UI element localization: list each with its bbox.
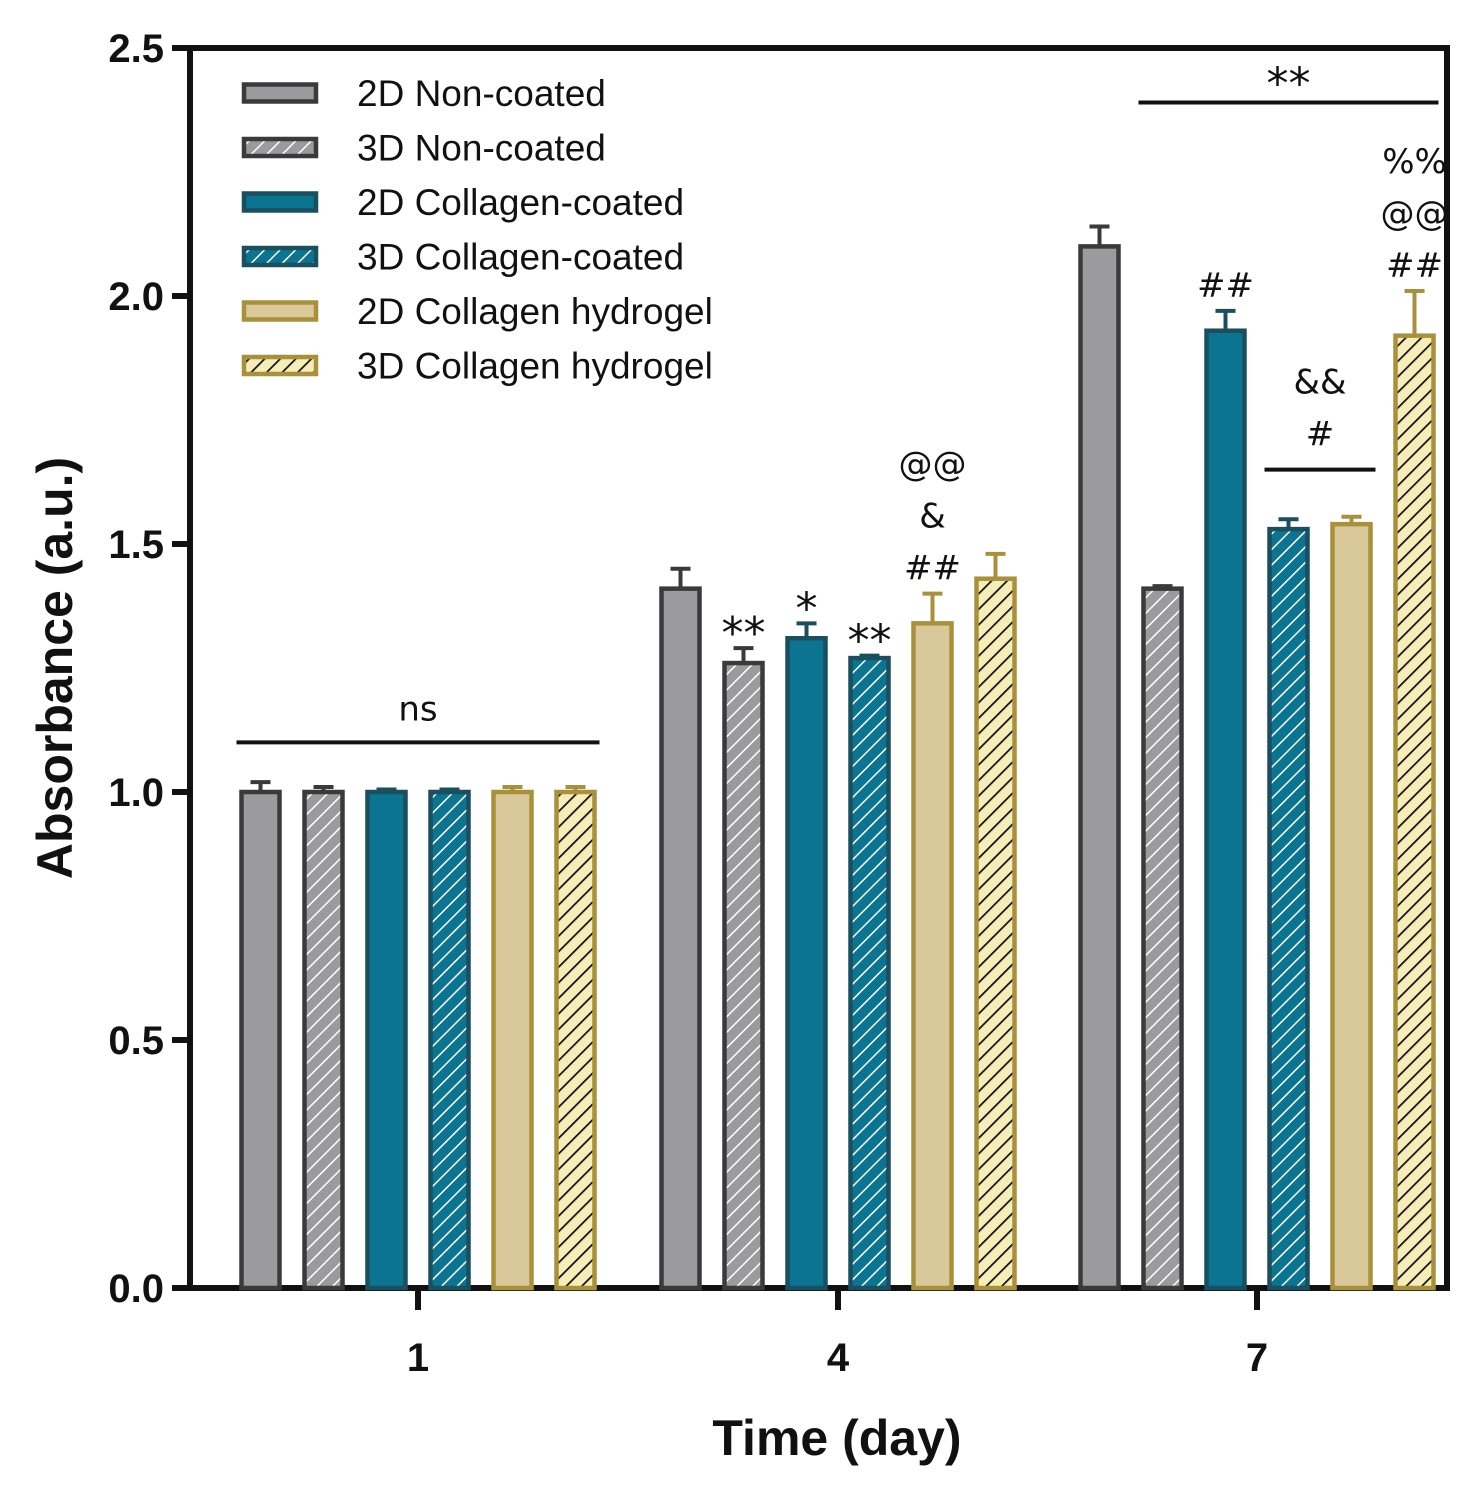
legend-label: 3D Collagen hydrogel <box>357 346 713 387</box>
bracket-label-line: && <box>1293 363 1346 403</box>
legend-swatch-outline <box>241 300 319 322</box>
legend-swatch-hatch <box>244 357 316 374</box>
legend-label: 2D Collagen hydrogel <box>357 291 713 332</box>
legend-swatch-outline <box>241 191 319 213</box>
legend-swatch-hatch <box>244 139 316 156</box>
bar-hatch <box>556 792 595 1288</box>
legend-swatch <box>244 193 316 211</box>
bracket-label-line: # <box>1306 415 1335 455</box>
bracket-label: && # <box>1293 363 1346 455</box>
bracket-label: ** <box>1267 59 1311 110</box>
bracket-label-line: ns <box>398 689 437 729</box>
y-tick-label: 2.5 <box>108 27 164 71</box>
significance-mark: @@ <box>1381 194 1449 234</box>
legend-swatch-outline <box>241 82 319 104</box>
bar-hatch <box>430 792 469 1288</box>
annotations: ** ***@@&####%%@@##ns**&& # <box>236 59 1449 745</box>
x-axis-label: Time (day) <box>712 1410 961 1466</box>
y-tick-label: 1.5 <box>108 523 164 567</box>
bars <box>239 224 1436 1291</box>
legend: 2D Non-coated 3D Non-coated 2D Collagen-co… <box>241 73 713 387</box>
bar <box>367 792 406 1288</box>
bracket-label: ns <box>398 689 437 729</box>
x-tick-label: 1 <box>407 1336 429 1380</box>
legend-label: 2D Collagen-coated <box>357 182 684 223</box>
legend-swatch-outline <box>241 136 319 159</box>
bar-hatch <box>1269 529 1308 1288</box>
legend-swatch-outline <box>241 354 319 377</box>
bar-hatch <box>724 663 763 1288</box>
legend-label: 2D Non-coated <box>357 73 606 114</box>
bar <box>913 623 952 1288</box>
significance-mark: ## <box>1386 246 1443 286</box>
bar <box>787 638 826 1288</box>
legend-swatch-outline <box>241 245 319 268</box>
bracket-label-line: ** <box>1267 59 1311 110</box>
legend-swatch <box>244 84 316 102</box>
significance-mark: ## <box>904 549 961 589</box>
bar <box>1332 524 1371 1288</box>
significance-mark: * <box>796 583 818 634</box>
significance-mark: @@ <box>899 445 967 485</box>
y-tick-label: 2.0 <box>108 275 164 319</box>
bar <box>661 588 700 1288</box>
bar-hatch <box>1143 588 1182 1288</box>
y-tick-label: 0.5 <box>108 1019 164 1063</box>
significance-mark: & <box>919 497 946 537</box>
y-tick-label: 0.0 <box>108 1267 164 1311</box>
legend-swatch-hatch <box>244 248 316 265</box>
bar <box>493 792 532 1288</box>
bar-hatch <box>976 578 1015 1288</box>
legend-label: 3D Non-coated <box>357 128 606 169</box>
y-tick-label: 1.0 <box>108 771 164 815</box>
x-tick-label: 7 <box>1246 1336 1268 1380</box>
significance-mark: ** <box>722 608 766 659</box>
bar-hatch <box>304 792 343 1288</box>
bar-hatch <box>1395 335 1434 1288</box>
significance-mark: %% <box>1382 142 1447 182</box>
significance-mark: ** <box>848 616 892 667</box>
legend-swatch <box>244 302 316 320</box>
legend-label: 3D Collagen-coated <box>357 237 684 278</box>
significance-mark: ## <box>1197 266 1254 306</box>
bar <box>1206 330 1245 1289</box>
bar <box>1080 246 1119 1288</box>
bar-hatch <box>850 658 889 1288</box>
bar <box>241 792 280 1288</box>
x-tick-label: 4 <box>827 1336 850 1380</box>
y-axis-label: Absorbance (a.u.) <box>27 457 83 879</box>
